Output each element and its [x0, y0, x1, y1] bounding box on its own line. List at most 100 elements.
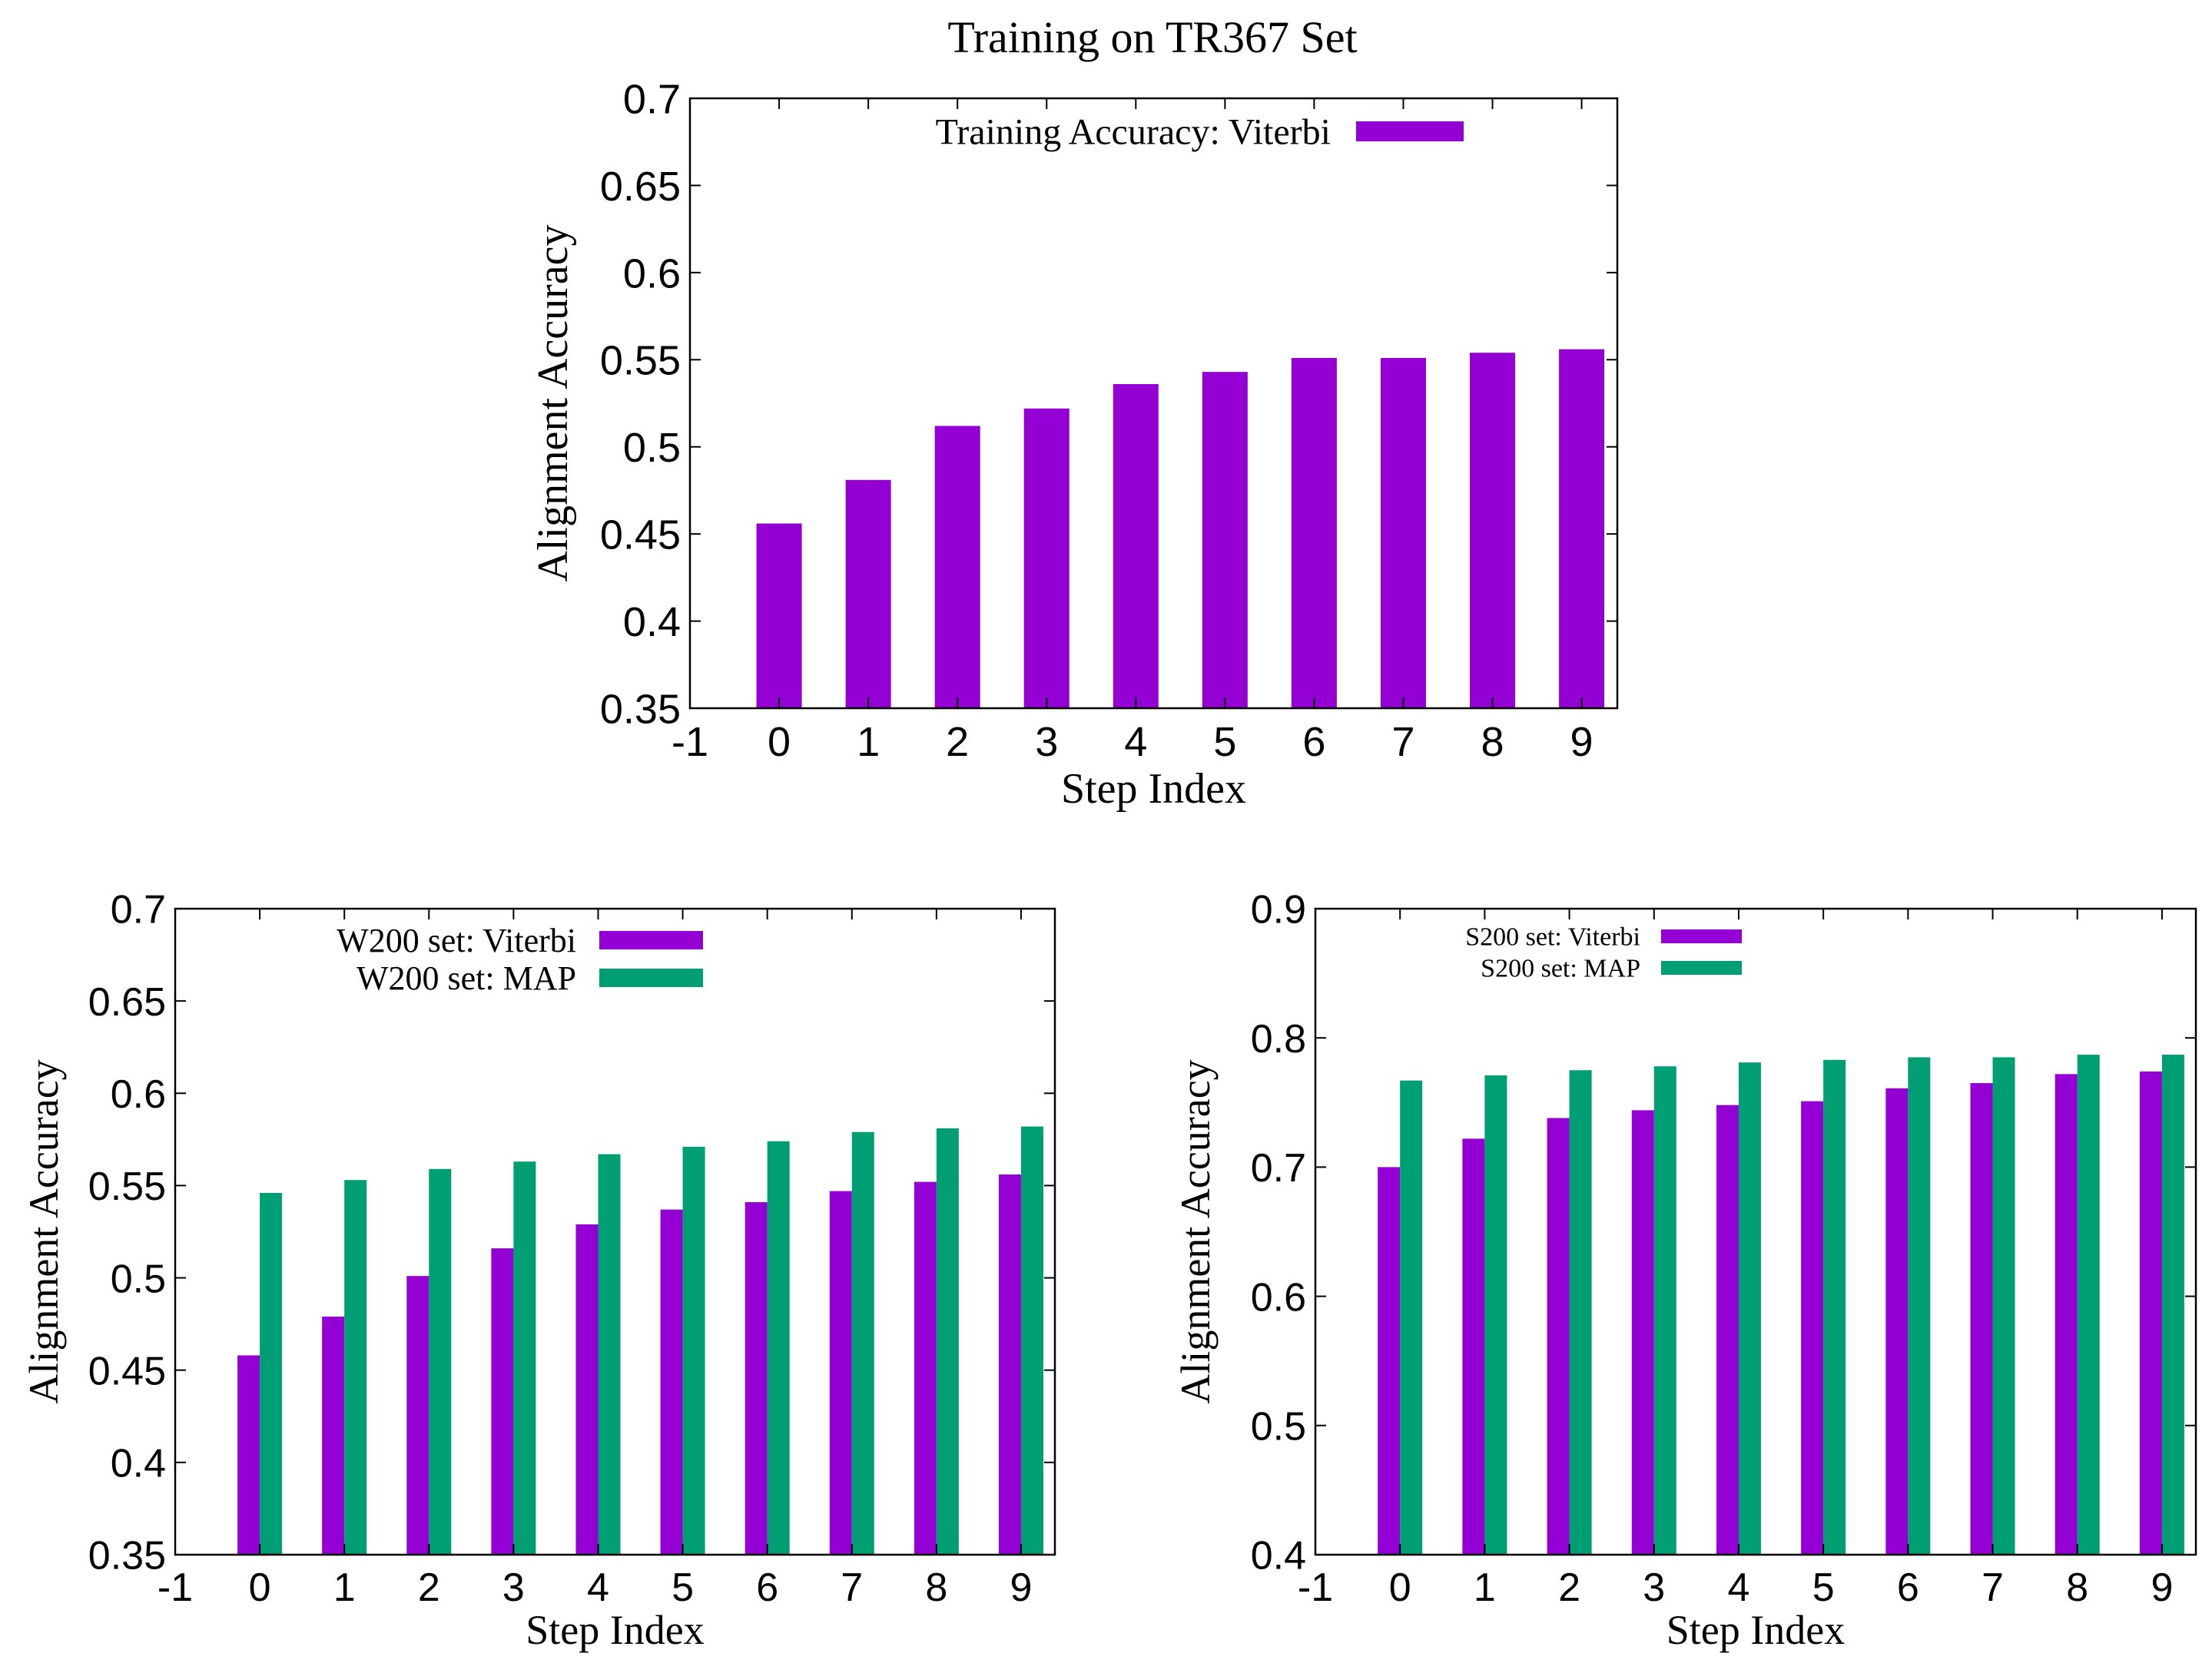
bar-viterbi-step-0 [1378, 1167, 1401, 1555]
x-axis-label: Step Index [1061, 765, 1246, 813]
x-tick-label: 4 [587, 1565, 609, 1610]
bar-viterbi-step-3 [1023, 408, 1070, 708]
bar-viterbi-step-3 [1631, 1110, 1654, 1555]
x-tick-label: 5 [1213, 719, 1236, 765]
legend-swatch [1661, 961, 1742, 975]
x-tick-label: 6 [1897, 1565, 1919, 1610]
bar-map-step-2 [1569, 1070, 1592, 1555]
plot-frame [1314, 907, 2197, 1556]
bar-map-step-7 [851, 1131, 874, 1555]
y-tick-label: 0.7 [623, 76, 681, 122]
x-tick-label: 4 [1728, 1565, 1750, 1610]
x-tick-label: 3 [502, 1565, 525, 1610]
y-axis-label: Alignment Accuracy [1172, 1059, 1219, 1403]
bar-map-step-5 [682, 1146, 705, 1555]
bar-viterbi-step-9 [998, 1174, 1021, 1555]
y-tick-label: 0.7 [111, 888, 166, 933]
x-tick-label: 3 [1035, 719, 1058, 765]
x-tick-label: 9 [1010, 1565, 1033, 1610]
x-tick-label: 4 [1124, 719, 1147, 765]
x-tick-label: 0 [249, 1565, 271, 1610]
bar-viterbi-step-7 [1380, 358, 1426, 708]
bar-map-step-3 [513, 1161, 536, 1555]
bar-viterbi-step-6 [1885, 1088, 1909, 1555]
y-tick-label: 0.35 [600, 686, 681, 732]
bar-map-step-2 [429, 1168, 452, 1555]
bar-viterbi-step-5 [1801, 1101, 1824, 1555]
x-tick-label: -1 [158, 1565, 193, 1610]
bar-viterbi-step-8 [914, 1181, 937, 1555]
y-tick-label: 0.4 [1251, 1534, 1306, 1579]
x-tick-label: 0 [768, 719, 791, 765]
y-tick-label: 0.4 [623, 599, 681, 645]
y-tick-label: 0.35 [88, 1534, 166, 1579]
bar-map-step-0 [260, 1193, 283, 1555]
bar-map-step-7 [1992, 1057, 2015, 1555]
x-tick-label: -1 [672, 719, 708, 765]
bar-viterbi-step-0 [237, 1355, 260, 1555]
plot-frame [688, 97, 1619, 710]
bar-viterbi-step-2 [406, 1276, 429, 1555]
bar-map-step-4 [1738, 1062, 1761, 1555]
bar-map-step-8 [2077, 1055, 2100, 1555]
legend-swatch [599, 931, 703, 949]
x-tick-label: 2 [1558, 1565, 1580, 1610]
y-tick-label: 0.8 [1251, 1017, 1306, 1062]
y-tick-label: 0.45 [600, 512, 681, 558]
bar-map-step-9 [1020, 1126, 1043, 1555]
legend-label: Training Accuracy: Viterbi [936, 111, 1331, 152]
y-tick-label: 0.55 [600, 338, 681, 384]
bar-viterbi-step-1 [845, 479, 891, 708]
legend-swatch [1661, 929, 1742, 943]
bar-map-step-1 [344, 1180, 367, 1555]
bar-viterbi-step-6 [1291, 358, 1337, 708]
y-tick-label: 0.6 [111, 1072, 166, 1117]
x-tick-label: -1 [1298, 1565, 1333, 1610]
bar-map-step-6 [1908, 1057, 1931, 1555]
legend-label: S200 set: MAP [1481, 955, 1640, 983]
x-tick-label: 3 [1643, 1565, 1665, 1610]
x-tick-label: 6 [756, 1565, 778, 1610]
bar-viterbi-step-2 [1547, 1118, 1570, 1555]
legend-swatch [1356, 121, 1464, 141]
plot-frame [174, 907, 1056, 1556]
bar-viterbi-step-9 [1559, 349, 1605, 708]
y-tick-label: 0.9 [1251, 888, 1306, 933]
y-tick-label: 0.65 [88, 980, 166, 1025]
y-tick-label: 0.5 [111, 1257, 166, 1301]
x-axis-label: Step Index [526, 1607, 704, 1653]
x-tick-label: 7 [1982, 1565, 2004, 1610]
chart-w200: 0.35 0.4 0.45 0.5 0.55 0.6 0.65 0.7 -1 0 1 2 3 4 5 6 7 8 9… [21, 888, 1056, 1653]
x-tick-label: 9 [2151, 1565, 2173, 1610]
bar-viterbi-step-9 [2139, 1071, 2162, 1555]
bar-viterbi-step-7 [829, 1191, 852, 1555]
bar-viterbi-step-0 [756, 523, 802, 708]
bar-viterbi-step-4 [575, 1224, 599, 1555]
x-tick-label: 2 [946, 719, 969, 765]
bar-map-step-3 [1653, 1066, 1676, 1555]
bar-viterbi-step-8 [1470, 353, 1516, 708]
bar-map-step-0 [1400, 1080, 1423, 1555]
x-tick-label: 7 [841, 1565, 863, 1610]
bar-viterbi-step-1 [322, 1317, 345, 1555]
bar-viterbi-step-7 [1970, 1083, 1993, 1555]
bar-map-step-1 [1484, 1075, 1507, 1555]
y-tick-label: 0.6 [1251, 1275, 1306, 1320]
bar-viterbi-step-3 [491, 1248, 514, 1555]
y-axis-label: Alignment Accuracy [21, 1059, 67, 1403]
y-tick-label: 0.5 [1251, 1405, 1306, 1449]
legend-label: W200 set: MAP [357, 959, 576, 997]
bar-viterbi-step-1 [1462, 1138, 1485, 1555]
bar-map-step-9 [2161, 1055, 2184, 1555]
x-tick-label: 8 [2066, 1565, 2088, 1610]
figure-title: Training on TR367 Set [947, 12, 1357, 62]
y-tick-label: 0.5 [623, 425, 681, 471]
x-tick-label: 0 [1389, 1565, 1411, 1610]
x-tick-label: 1 [333, 1565, 356, 1610]
bar-viterbi-step-5 [1202, 372, 1248, 708]
y-tick-label: 0.65 [600, 164, 681, 210]
bar-map-step-8 [936, 1128, 959, 1555]
x-tick-label: 8 [925, 1565, 947, 1610]
y-tick-label: 0.55 [88, 1164, 166, 1209]
